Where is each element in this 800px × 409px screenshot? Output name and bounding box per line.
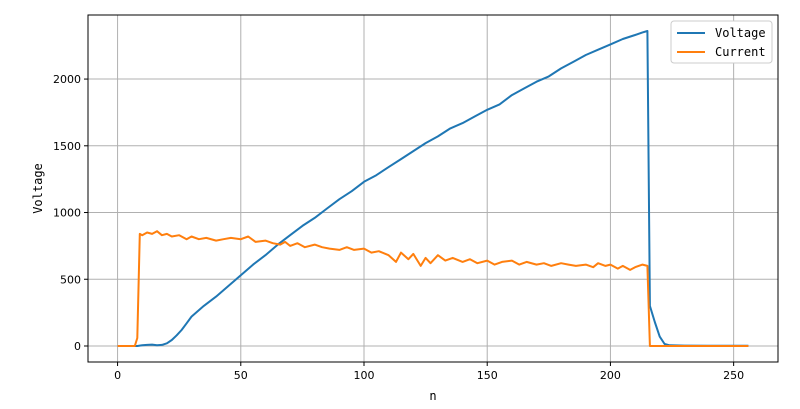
y-axis-label: Voltage [31,163,45,214]
legend-label-voltage: Voltage [715,26,766,40]
y-tick-label: 1500 [53,140,81,153]
y-tick-label: 500 [60,273,81,286]
series-line-current [117,230,749,347]
y-tick-label: 2000 [53,73,81,86]
x-tick-label: 0 [114,369,121,382]
x-tick-label: 100 [354,369,375,382]
x-tick-label: 250 [723,369,744,382]
series-line-voltage [117,30,749,347]
x-axis-ticks: 0 50 100 150 200 250 [114,362,744,382]
grid-lines [88,15,778,362]
y-axis-ticks: 0 500 1000 1500 2000 [53,73,88,353]
y-tick-label: 1000 [53,207,81,220]
x-tick-label: 150 [477,369,498,382]
x-tick-label: 200 [600,369,621,382]
legend: Voltage Current [670,20,773,64]
series-lines [117,30,749,347]
plot-area-frame [87,14,779,363]
x-axis-label: n [429,389,436,403]
y-tick-label: 0 [74,340,81,353]
x-tick-label: 50 [234,369,248,382]
legend-label-current: Current [715,45,766,59]
